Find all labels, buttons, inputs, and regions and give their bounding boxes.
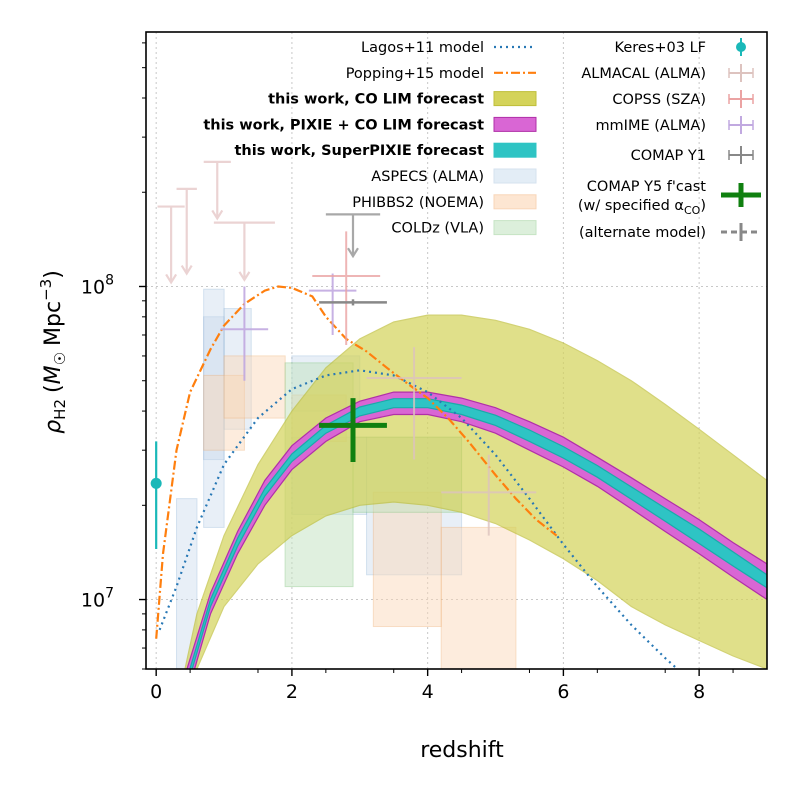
legend-label: this work, SuperPIXIE forecast [235, 143, 485, 159]
legend-item: Lagos+11 model [361, 40, 536, 56]
x-tick-label: 0 [150, 681, 162, 703]
y-axis-title-mpc: Mpc [41, 301, 66, 346]
error-point [308, 273, 357, 335]
y-tick-base: 10 [81, 590, 105, 612]
legend-item: this work, PIXIE + CO LIM forecast [203, 116, 537, 133]
legend-label: COPSS (SZA) [612, 92, 706, 108]
y-axis-title-exp: −3 [37, 279, 55, 301]
upper-limit-arrow [180, 264, 193, 276]
x-axis-title: redshift [420, 738, 504, 763]
legend-item: this work, CO LIM forecast [268, 91, 537, 108]
legend-label: PHIBBS2 (NOEMA) [352, 195, 484, 211]
upper-limit-marker [213, 221, 275, 282]
upper-limit-arrow [211, 209, 224, 221]
survey-box [203, 374, 245, 451]
legend-label: COMAP Y5 f'cast [587, 179, 707, 195]
legend-item: this work, SuperPIXIE forecast [235, 142, 537, 159]
plot-frame [145, 31, 768, 670]
legend-item: COLDz (VLA) [391, 220, 537, 237]
y-tick-base: 10 [81, 276, 105, 298]
legend-label: Keres+03 LF [615, 40, 706, 56]
x-tick-label: 4 [422, 681, 434, 703]
legend-swatch-patch [493, 220, 537, 236]
error-point [366, 347, 462, 460]
upper-limit-arrow [347, 247, 359, 259]
legend-item: COPSS (SZA) [612, 90, 754, 108]
error-point [220, 286, 269, 381]
legend-label: Popping+15 model [346, 66, 484, 82]
y-axis-title-rho: ρ [41, 420, 66, 434]
upper-limit-marker [325, 213, 381, 259]
legend-item: PHIBBS2 (NOEMA) [352, 194, 537, 211]
legend-label-line2-text: (w/ specified α [578, 198, 684, 214]
legend-item: mmIME (ALMA) [595, 116, 754, 134]
y-tick-exp: 7 [105, 586, 114, 602]
y-axis-title-paren-open: ( [41, 384, 66, 393]
error-point [441, 454, 537, 536]
survey-box [203, 288, 225, 528]
upper-limit-arrow [165, 273, 178, 285]
upper-limit-arrow [238, 271, 251, 282]
legend-label: mmIME (ALMA) [595, 118, 706, 134]
survey-box [223, 355, 286, 419]
legend-item: (alternate model) [579, 223, 761, 241]
legend-swatch-patch [493, 168, 537, 184]
legend-swatch-dot [736, 42, 746, 52]
survey-box [176, 498, 198, 669]
y-axis-title: ρH2 (M☉ Mpc−3) [37, 270, 69, 434]
legend-label: Lagos+11 model [361, 40, 484, 56]
legend-item: ASPECS (ALMA) [371, 168, 537, 185]
legend-swatch-patch [493, 91, 537, 107]
upper-limit-marker [157, 205, 185, 285]
legend-label-line2-sub: CO [684, 204, 701, 217]
upper-limit-marker [176, 187, 197, 276]
error-point [312, 231, 381, 346]
legend-label: ALMACAL (ALMA) [581, 66, 706, 82]
survey-box [440, 526, 517, 669]
legend-label: ASPECS (ALMA) [371, 169, 484, 185]
x-tick-label: 2 [286, 681, 298, 703]
legend-item: COMAP Y5 f'cast (w/ specified αCO) [578, 179, 761, 217]
model-curve [158, 369, 680, 669]
y-tick-label: 108 [81, 272, 114, 298]
x-tick-label: 6 [557, 681, 569, 703]
survey-box [372, 491, 442, 628]
forecast-band [186, 391, 767, 669]
x-tick-label: 8 [693, 681, 705, 703]
y-axis-title-sun: ☉ [51, 352, 69, 365]
y-axis-title-paren-close: ) [41, 270, 66, 279]
y-tick-label: 107 [81, 586, 114, 612]
upper-limit-marker [203, 160, 231, 221]
error-point [150, 441, 162, 550]
legend-swatch-patch [493, 116, 537, 132]
legend-label: COLDz (VLA) [391, 221, 484, 237]
legend-item: COMAP Y1 [631, 146, 754, 164]
y-axis-title-msun: M [41, 365, 66, 384]
legend-item: Popping+15 model [346, 66, 536, 82]
legend-label: this work, CO LIM forecast [268, 92, 484, 108]
legend: Lagos+11 model Popping+15 model this work,… [203, 38, 761, 241]
legend-item: ALMACAL (ALMA) [581, 64, 754, 82]
legend-label-line2: (w/ specified αCO) [578, 198, 706, 217]
data-point-marker [150, 477, 162, 489]
legend-item: Keres+03 LF [615, 38, 746, 56]
legend-label: (alternate model) [579, 225, 706, 241]
y-axis-title-sub: H2 [51, 399, 69, 420]
error-point [319, 299, 387, 306]
legend-swatch-patch [493, 142, 537, 158]
legend-label: this work, PIXIE + CO LIM forecast [203, 117, 484, 133]
legend-swatch-patch [493, 194, 537, 210]
legend-label-line2-end: ) [700, 198, 706, 214]
y-tick-exp: 8 [105, 272, 114, 288]
error-point [319, 398, 387, 463]
model-curve [155, 285, 558, 639]
legend-label: COMAP Y1 [631, 148, 706, 164]
data-layer [150, 160, 767, 669]
